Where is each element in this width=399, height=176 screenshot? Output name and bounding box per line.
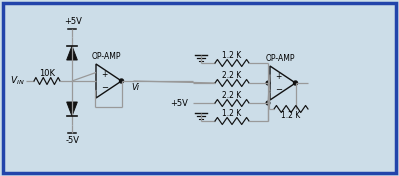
Text: 2.2 K: 2.2 K [222, 71, 242, 80]
Text: 1.2 K: 1.2 K [222, 109, 242, 118]
Text: −: − [275, 85, 282, 94]
Polygon shape [67, 46, 77, 60]
Text: 1.2 K: 1.2 K [281, 112, 300, 121]
Text: +: + [275, 72, 281, 81]
Circle shape [266, 81, 270, 85]
Text: 2.2 K: 2.2 K [222, 92, 242, 100]
Polygon shape [67, 102, 77, 116]
Text: 1.2 K: 1.2 K [222, 52, 242, 61]
Text: −: − [101, 83, 108, 92]
Text: +5V: +5V [170, 99, 188, 108]
Text: +5V: +5V [64, 17, 82, 26]
Circle shape [266, 101, 270, 105]
Text: 10K: 10K [39, 70, 55, 78]
FancyBboxPatch shape [3, 3, 396, 173]
Text: +: + [101, 70, 107, 79]
Text: OP-AMP: OP-AMP [266, 54, 296, 63]
Text: OP-AMP: OP-AMP [92, 52, 121, 61]
Text: -5V: -5V [66, 136, 80, 145]
Circle shape [119, 79, 124, 83]
Circle shape [294, 81, 298, 85]
Text: $V_{IN}$: $V_{IN}$ [10, 75, 25, 87]
Text: Vi: Vi [132, 83, 140, 93]
